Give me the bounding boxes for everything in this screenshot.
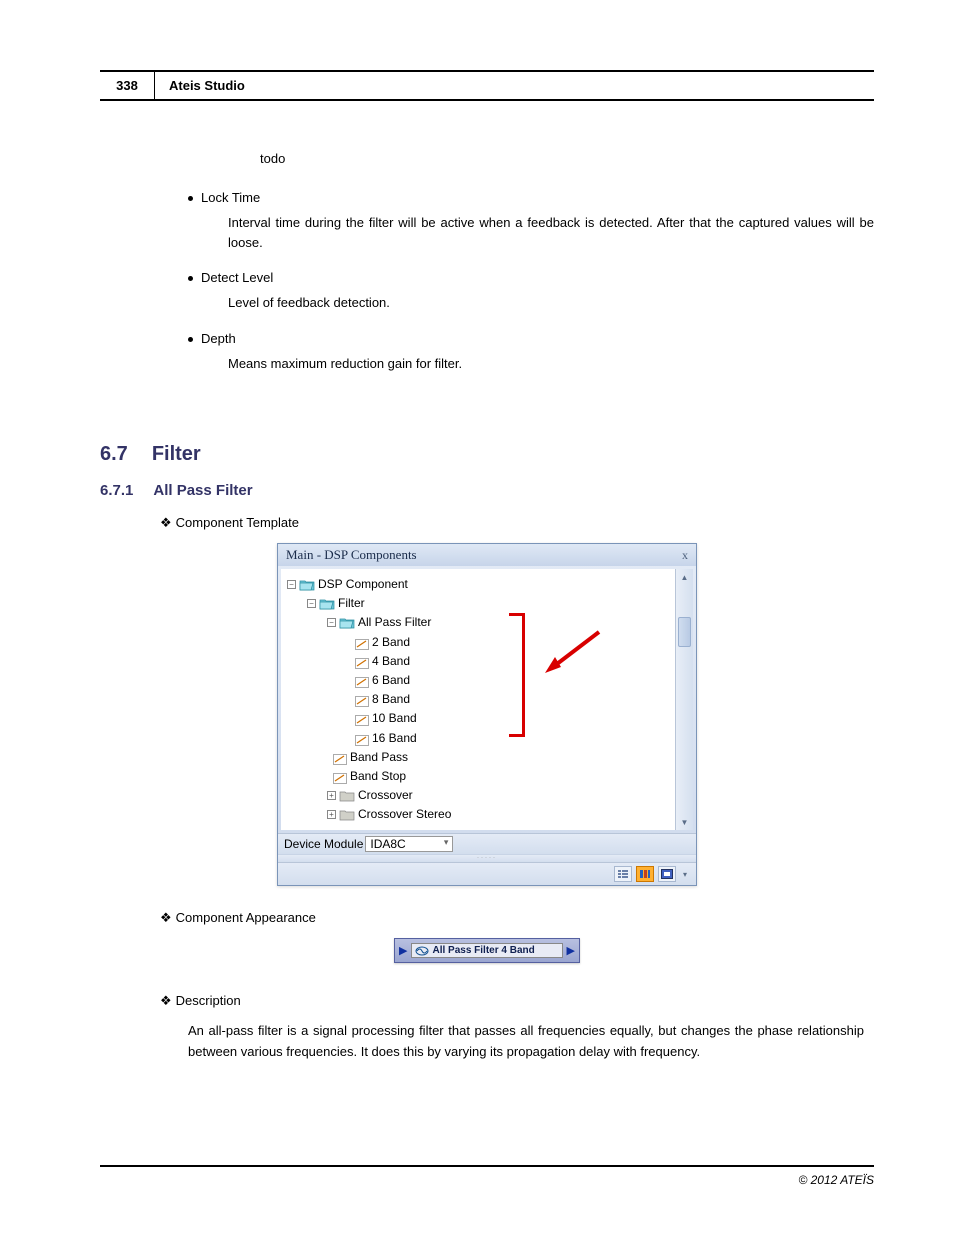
tree-label: 2 Band	[372, 633, 410, 652]
panel-grip[interactable]: ·····	[278, 854, 696, 862]
tree-area: − DSP Component − Filter − All Pass Filt…	[281, 569, 675, 830]
panel-body: − DSP Component − Filter − All Pass Filt…	[281, 569, 693, 830]
tree-leaf-band[interactable]: 6 Band	[285, 671, 671, 690]
output-arrow-icon: ▶	[567, 944, 575, 957]
tree-leaf-band[interactable]: 2 Band	[285, 633, 671, 652]
bullet-dot-icon	[188, 337, 193, 342]
todo-text: todo	[260, 151, 874, 166]
tree-label: 4 Band	[372, 652, 410, 671]
toolbar-grid-icon[interactable]	[658, 866, 676, 882]
toolbar-dropdown-icon[interactable]: ▾	[680, 870, 690, 879]
tree-leaf-band[interactable]: 16 Band	[285, 729, 671, 748]
tree-node-root[interactable]: − DSP Component	[285, 575, 671, 594]
description-label: Description	[160, 993, 874, 1009]
tree-label: Crossover	[358, 786, 413, 805]
filter-icon	[355, 675, 369, 686]
page-number: 338	[100, 72, 155, 99]
component-inner[interactable]: All Pass Filter 4 Band	[411, 943, 562, 958]
filter-icon	[355, 713, 369, 724]
bullet-title: Detect Level	[201, 270, 273, 285]
tree-label: DSP Component	[318, 575, 408, 594]
folder-open-icon	[299, 579, 315, 591]
dsp-components-panel: Main - DSP Components x − DSP Component …	[277, 543, 697, 886]
tree-label: 8 Band	[372, 690, 410, 709]
toolbar-columns-icon[interactable]	[636, 866, 654, 882]
header-title: Ateis Studio	[155, 72, 259, 99]
component-template-label: Component Template	[160, 515, 874, 531]
page-footer: © 2012 ATEÏS	[100, 1165, 874, 1187]
red-arrow-annotation	[539, 627, 609, 677]
tree-label: Crossover Stereo	[358, 805, 451, 824]
tree-leaf-band[interactable]: 8 Band	[285, 690, 671, 709]
device-module-select[interactable]: IDA8C	[365, 836, 453, 852]
bullet-item: Detect Level Level of feedback detection…	[188, 270, 874, 313]
tree-label: Filter	[338, 594, 365, 613]
bullet-desc: Interval time during the filter will be …	[228, 213, 874, 252]
component-appearance-label: Component Appearance	[160, 910, 874, 926]
filter-icon	[333, 771, 347, 782]
component-appearance-box: ▶ All Pass Filter 4 Band ▶	[394, 938, 580, 963]
collapse-icon[interactable]: −	[307, 599, 316, 608]
close-icon[interactable]: x	[682, 548, 688, 563]
tree-leaf-band[interactable]: 4 Band	[285, 652, 671, 671]
bullet-desc: Level of feedback detection.	[228, 293, 874, 313]
tree-node-crossover-stereo[interactable]: + Crossover Stereo	[285, 805, 671, 824]
component-label: All Pass Filter 4 Band	[432, 945, 534, 956]
bullet-item: Lock Time Interval time during the filte…	[188, 190, 874, 252]
device-module-row: Device Module IDA8C	[278, 833, 696, 854]
tree-leaf-band[interactable]: 10 Band	[285, 709, 671, 728]
toolbar-list-icon[interactable]	[614, 866, 632, 882]
device-module-label: Device Module	[284, 837, 363, 851]
bullet-list: Lock Time Interval time during the filte…	[188, 190, 874, 373]
filter-icon	[355, 637, 369, 648]
red-bracket-annotation	[509, 613, 525, 737]
scrollbar[interactable]: ▲ ▼	[675, 569, 693, 830]
expand-icon[interactable]: +	[327, 810, 336, 819]
subsection-heading: 6.7.1 All Pass Filter	[100, 482, 874, 499]
page-header: 338 Ateis Studio	[100, 70, 874, 101]
folder-open-icon	[319, 598, 335, 610]
tree-label: 10 Band	[372, 709, 417, 728]
tree-leaf-bandpass[interactable]: Band Pass	[285, 748, 671, 767]
section-title: Filter	[152, 443, 201, 466]
tree-node-allpass[interactable]: − All Pass Filter	[285, 613, 671, 632]
filter-icon	[333, 752, 347, 763]
panel-toolbar: ▾	[278, 862, 696, 885]
tree-label: All Pass Filter	[358, 613, 431, 632]
collapse-icon[interactable]: −	[287, 580, 296, 589]
folder-open-icon	[339, 617, 355, 629]
bullet-dot-icon	[188, 196, 193, 201]
expand-icon[interactable]: +	[327, 791, 336, 800]
tree-leaf-bandstop[interactable]: Band Stop	[285, 767, 671, 786]
collapse-icon[interactable]: −	[327, 618, 336, 627]
tree-label: 6 Band	[372, 671, 410, 690]
bullet-item: Depth Means maximum reduction gain for f…	[188, 331, 874, 374]
description-text: An all-pass filter is a signal processin…	[188, 1021, 864, 1061]
tree-label: Band Stop	[350, 767, 406, 786]
section-heading: 6.7 Filter	[100, 443, 874, 466]
tree-label: Band Pass	[350, 748, 408, 767]
bullet-title: Depth	[201, 331, 236, 346]
filter-icon	[355, 656, 369, 667]
bullet-desc: Means maximum reduction gain for filter.	[228, 354, 874, 374]
tree-node-filter[interactable]: − Filter	[285, 594, 671, 613]
filter-icon	[355, 694, 369, 705]
section-number: 6.7	[100, 443, 128, 466]
tree-label: 16 Band	[372, 729, 417, 748]
folder-closed-icon	[339, 809, 355, 821]
subsection-number: 6.7.1	[100, 482, 133, 499]
scroll-down-icon[interactable]: ▼	[676, 814, 693, 830]
tree-node-crossover[interactable]: + Crossover	[285, 786, 671, 805]
scroll-up-icon[interactable]: ▲	[676, 569, 693, 585]
component-icon	[415, 946, 429, 956]
subsection-title: All Pass Filter	[153, 482, 252, 499]
folder-closed-icon	[339, 790, 355, 802]
input-arrow-icon: ▶	[399, 944, 407, 957]
bullet-title: Lock Time	[201, 190, 260, 205]
filter-icon	[355, 733, 369, 744]
bullet-dot-icon	[188, 276, 193, 281]
panel-title: Main - DSP Components	[286, 547, 417, 563]
scroll-thumb[interactable]	[678, 617, 691, 647]
panel-titlebar: Main - DSP Components x	[278, 544, 696, 566]
